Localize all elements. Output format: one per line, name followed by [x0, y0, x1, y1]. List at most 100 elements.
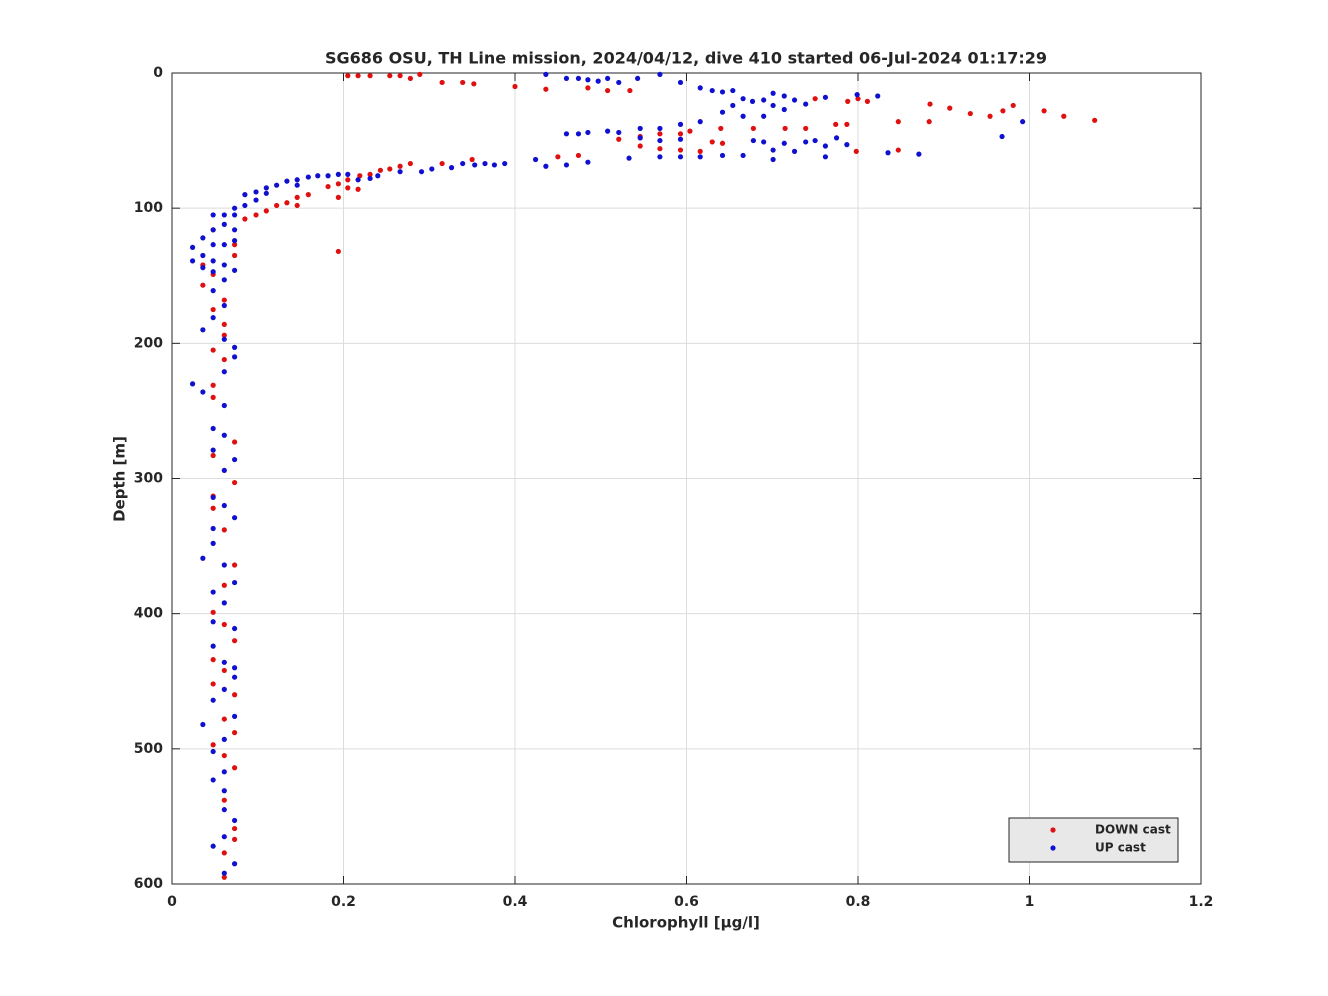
point: [1092, 117, 1098, 123]
point: [853, 148, 859, 154]
point: [927, 101, 933, 107]
point: [345, 185, 351, 191]
point: [967, 110, 973, 117]
point: [345, 177, 351, 183]
point: [740, 113, 746, 119]
point: [677, 154, 684, 160]
point: [895, 147, 901, 153]
y-tick-label: 200: [134, 335, 163, 351]
point: [231, 242, 238, 248]
point: [397, 169, 403, 175]
point: [231, 238, 238, 244]
point: [210, 843, 216, 849]
point: [253, 189, 259, 195]
point: [730, 102, 736, 109]
point: [791, 148, 798, 154]
point: [231, 861, 238, 867]
point: [263, 208, 269, 214]
point: [210, 609, 216, 615]
point: [407, 75, 413, 82]
point: [761, 139, 767, 145]
point: [221, 467, 227, 473]
point: [375, 173, 381, 179]
point: [231, 638, 238, 644]
point: [749, 98, 756, 104]
point: [355, 177, 361, 183]
point: [231, 836, 238, 842]
point: [626, 155, 632, 161]
point: [231, 765, 238, 771]
point: [585, 77, 591, 83]
point: [719, 89, 726, 95]
point: [315, 173, 321, 179]
point: [512, 83, 518, 90]
point: [502, 160, 508, 167]
point: [677, 136, 684, 142]
point: [845, 98, 851, 104]
point: [221, 356, 227, 363]
point: [885, 150, 891, 156]
point: [200, 327, 206, 333]
point: [231, 479, 238, 486]
point: [335, 194, 341, 200]
point: [532, 156, 539, 163]
point: [210, 347, 216, 353]
point: [221, 797, 227, 803]
point: [221, 834, 227, 840]
x-tick-label: 0.6: [674, 894, 699, 910]
point: [387, 166, 393, 172]
x-tick-label: 0.2: [331, 894, 356, 910]
point: [210, 494, 216, 501]
point: [335, 171, 341, 177]
plot-frame: [171, 72, 1202, 885]
y-tick-label: 300: [134, 471, 163, 487]
point: [833, 135, 840, 141]
point: [677, 121, 684, 127]
point: [719, 152, 726, 159]
point: [231, 825, 238, 832]
point: [822, 154, 829, 160]
point: [325, 183, 331, 190]
point: [210, 288, 216, 294]
point: [231, 252, 238, 259]
point: [585, 129, 591, 136]
point: [200, 235, 206, 241]
point: [221, 562, 227, 568]
point: [657, 131, 663, 137]
point: [987, 113, 993, 119]
point: [740, 96, 746, 102]
point: [355, 186, 361, 192]
point: [231, 344, 238, 350]
point: [418, 169, 425, 175]
legend-label: DOWN cast: [1095, 823, 1171, 837]
point: [417, 71, 423, 77]
x-tick-label: 0: [167, 894, 177, 910]
point: [231, 354, 238, 360]
point: [221, 659, 227, 665]
point: [472, 162, 478, 168]
chart-title: SG686 OSU, TH Line mission, 2024/04/12, …: [325, 49, 1047, 68]
point: [637, 135, 643, 141]
point: [585, 159, 591, 165]
point: [231, 212, 238, 218]
x-tick-label: 1.2: [1189, 894, 1214, 910]
point: [657, 125, 663, 132]
point: [482, 160, 488, 167]
point: [575, 75, 582, 82]
point: [294, 182, 300, 188]
x-tick-label: 1: [1025, 894, 1035, 910]
point: [563, 162, 570, 168]
point: [730, 87, 736, 94]
point: [274, 202, 280, 209]
point: [407, 160, 413, 167]
point: [844, 142, 850, 148]
point: [294, 177, 300, 183]
point: [770, 102, 776, 109]
point: [854, 92, 860, 98]
point: [657, 137, 663, 144]
point: [367, 175, 373, 182]
point: [210, 258, 216, 264]
point: [555, 154, 561, 160]
point: [221, 850, 227, 856]
point: [1020, 119, 1026, 125]
